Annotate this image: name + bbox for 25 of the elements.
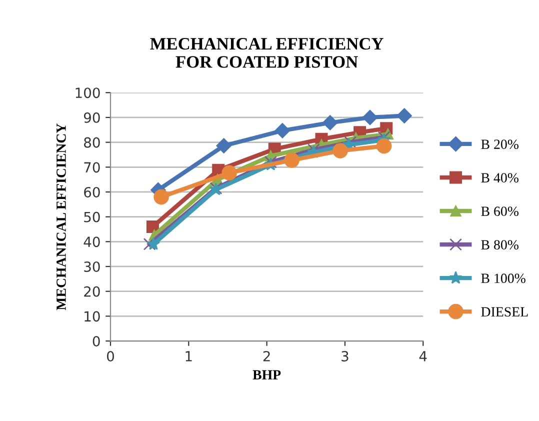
y-tick-label: 40 (84, 236, 100, 248)
x-axis-title: BHP (252, 370, 281, 380)
y-tick-label: 70 (84, 162, 100, 173)
legend-label: DIESEL (481, 307, 528, 317)
y-tick-label: 90 (84, 112, 100, 123)
x-tick-label: 3 (342, 350, 348, 362)
legend-label: B 40% (481, 173, 518, 183)
legend-label: B 80% (481, 240, 518, 250)
y-tick-label: 50 (84, 212, 100, 222)
y-tick-label: 80 (84, 137, 100, 148)
x-tick-label: 1 (186, 351, 192, 362)
x-tick-label: 2 (263, 350, 270, 362)
legend-label: B 20% (481, 140, 518, 150)
y-tick-label: 60 (84, 186, 100, 198)
y-tick-label: 0 (92, 336, 100, 346)
chart-title: MECHANICAL EFFICIENCY FOR COATED PISTON (150, 38, 384, 68)
y-tick-label: 30 (84, 261, 100, 272)
legend-label: B 60% (481, 206, 518, 216)
legend-label: B 100% (481, 274, 526, 284)
x-tick-label: 0 (106, 350, 114, 362)
y-tick-label: 100 (76, 88, 100, 98)
y-tick-label: 20 (84, 286, 100, 297)
y-tick-label: 10 (84, 311, 100, 322)
x-tick-label: 4 (419, 351, 427, 362)
y-axis-title: MECHANICAL EFFICIENCY (56, 124, 66, 310)
